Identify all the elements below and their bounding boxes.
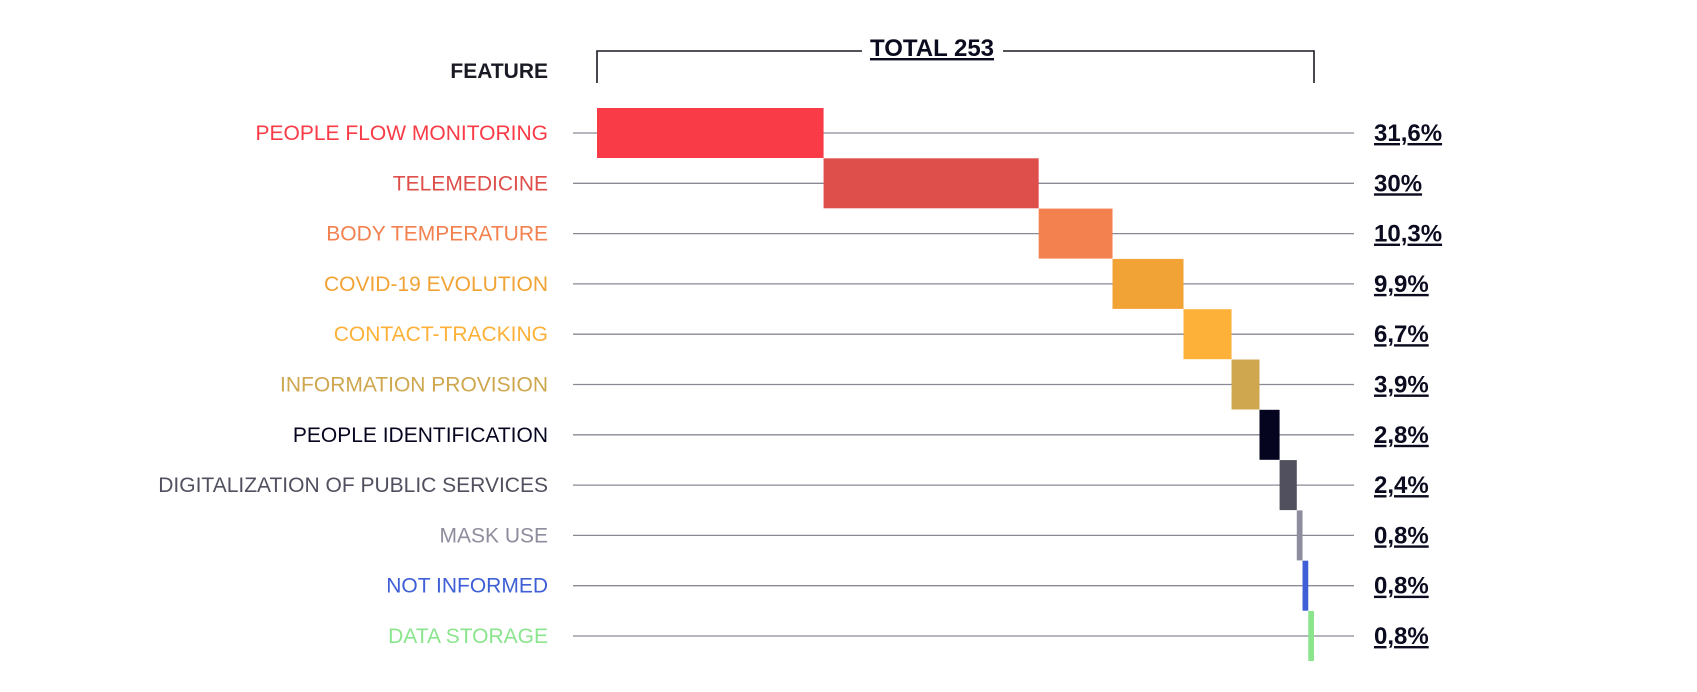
value-label-people-flow-monitoring: 31,6% (1374, 120, 1442, 147)
category-label-covid-19-evolution: COVID-19 EVOLUTION (324, 273, 548, 296)
category-label-people-flow-monitoring: PEOPLE FLOW MONITORING (256, 122, 548, 145)
category-label-telemedicine: TELEMEDICINE (393, 172, 548, 195)
bar-mask-use (1296, 510, 1303, 561)
value-label-telemedicine: 30% (1374, 170, 1422, 197)
bar-data-storage (1308, 611, 1314, 661)
value-label-not-informed: 0,8% (1374, 573, 1429, 600)
category-label-mask-use: MASK USE (439, 524, 548, 547)
value-label-people-identification: 2,8% (1374, 422, 1429, 449)
total-label: TOTAL 253 (870, 35, 994, 62)
bar-body-temperature (1038, 208, 1113, 259)
value-label-contact-tracking: 6,7% (1374, 321, 1429, 348)
bar-people-identification (1259, 409, 1280, 460)
category-label-digitalization-of-public-services: DIGITALIZATION OF PUBLIC SERVICES (158, 474, 548, 497)
category-label-information-provision: INFORMATION PROVISION (280, 374, 548, 397)
value-label-mask-use: 0,8% (1374, 522, 1429, 549)
value-label-covid-19-evolution: 9,9% (1374, 271, 1429, 298)
value-label-information-provision: 3,9% (1374, 372, 1429, 399)
value-label-digitalization-of-public-services: 2,4% (1374, 472, 1429, 499)
value-label-data-storage: 0,8% (1374, 623, 1429, 650)
bar-people-flow-monitoring (597, 108, 824, 158)
category-label-data-storage: DATA STORAGE (388, 625, 548, 648)
feature-header: FEATURE (450, 60, 548, 83)
category-label-people-identification: PEOPLE IDENTIFICATION (293, 424, 548, 447)
category-label-not-informed: NOT INFORMED (386, 575, 548, 598)
bar-contact-tracking (1183, 309, 1232, 360)
category-label-contact-tracking: CONTACT-TRACKING (334, 323, 548, 346)
bar-not-informed (1302, 560, 1309, 611)
bar-digitalization-of-public-services (1279, 460, 1297, 511)
bar-covid-19-evolution (1112, 258, 1184, 309)
total-bracket (596, 50, 1315, 83)
bar-telemedicine (823, 158, 1039, 209)
value-label-body-temperature: 10,3% (1374, 221, 1442, 248)
bar-information-provision (1231, 359, 1260, 410)
category-label-body-temperature: BODY TEMPERATURE (326, 223, 548, 246)
